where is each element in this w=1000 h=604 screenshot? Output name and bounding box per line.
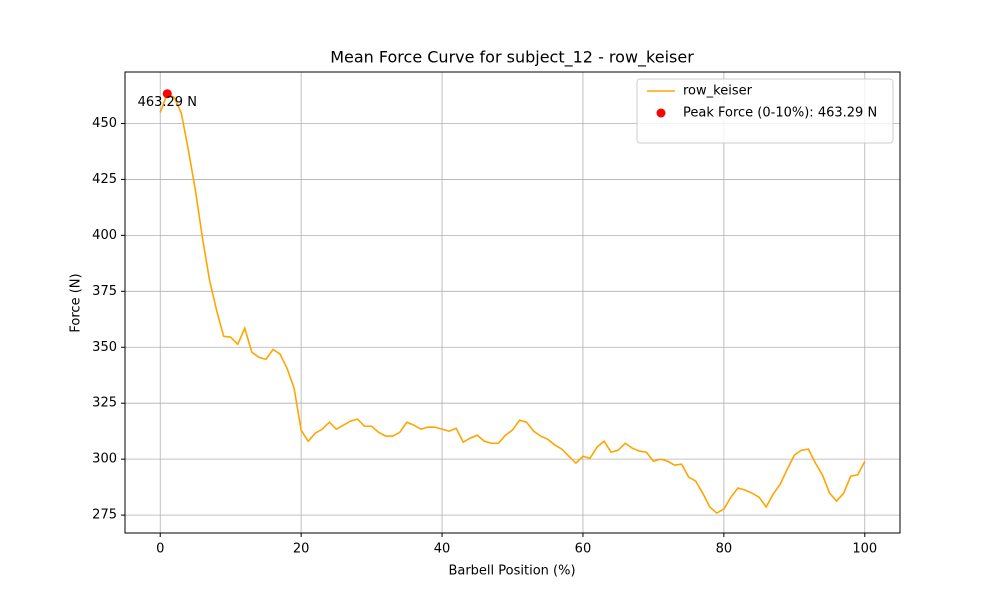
y-tick-label: 425 bbox=[92, 172, 117, 187]
chart-title: Mean Force Curve for subject_12 - row_ke… bbox=[330, 48, 694, 68]
y-tick-label: 300 bbox=[92, 452, 117, 467]
y-tick-label: 350 bbox=[92, 340, 117, 355]
x-tick-label: 100 bbox=[852, 542, 877, 557]
line-series bbox=[159, 92, 866, 515]
x-tick-label: 80 bbox=[716, 542, 733, 557]
x-tick-label: 0 bbox=[156, 542, 164, 557]
peak-point bbox=[162, 89, 172, 99]
legend-label: row_keiser bbox=[683, 84, 753, 99]
y-tick-label: 400 bbox=[92, 228, 117, 243]
y-tick-label: 450 bbox=[92, 116, 117, 131]
y-tick-label: 375 bbox=[92, 284, 117, 299]
x-axis-label: Barbell Position (%) bbox=[448, 564, 575, 579]
x-tick-label: 20 bbox=[293, 542, 310, 557]
x-tick-label: 60 bbox=[575, 542, 592, 557]
legend-box bbox=[636, 78, 894, 144]
legend-label: Peak Force (0-10%): 463.29 N bbox=[683, 106, 877, 121]
legend-swatch bbox=[656, 108, 666, 118]
y-tick-label: 325 bbox=[92, 396, 117, 411]
data-label: 463.29 N bbox=[138, 95, 197, 110]
plot-frame bbox=[124, 71, 901, 534]
x-tick-label: 40 bbox=[434, 542, 451, 557]
y-tick-label: 275 bbox=[92, 508, 117, 523]
y-axis-label: Force (N) bbox=[69, 273, 84, 332]
